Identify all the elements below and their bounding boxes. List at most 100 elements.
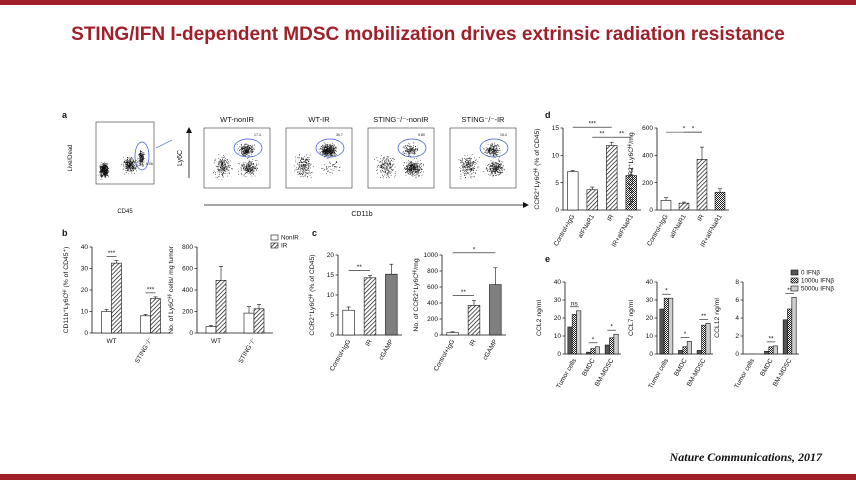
flow-event — [141, 153, 142, 154]
flow-event — [411, 165, 412, 167]
flow-event — [404, 147, 405, 149]
flow-event — [302, 168, 304, 170]
flow-event — [407, 166, 409, 168]
flow-event — [224, 168, 226, 169]
flow-event — [465, 158, 467, 160]
flow-event — [494, 169, 495, 170]
flow-event — [142, 165, 144, 167]
significance-label: *** — [108, 250, 116, 257]
flow-event — [139, 158, 141, 159]
flow-event — [127, 157, 128, 158]
flow-event — [104, 169, 106, 170]
flow-event — [414, 169, 416, 171]
flow-event — [405, 150, 407, 151]
flow-event — [254, 168, 256, 170]
flow-event — [224, 163, 226, 165]
flow-event — [245, 149, 247, 151]
flow-event — [490, 154, 492, 156]
flow-event — [470, 164, 472, 166]
flow-event — [102, 175, 104, 177]
flow-event — [308, 163, 309, 165]
flow-event — [329, 143, 331, 145]
flow-event — [324, 164, 325, 166]
flow-event — [299, 157, 300, 159]
flow-event — [308, 163, 310, 165]
flow-event — [383, 162, 385, 164]
flow-event — [221, 172, 222, 173]
flow-event — [258, 163, 260, 165]
flow-event — [406, 162, 407, 164]
flow-event — [390, 169, 392, 171]
flow-event — [491, 166, 493, 168]
flow-event — [98, 174, 100, 176]
flow-event — [496, 154, 498, 155]
flow-event — [325, 150, 327, 152]
flow-event — [240, 164, 242, 166]
flow-event — [106, 171, 107, 173]
flow-event — [244, 147, 246, 149]
significance-label: *** — [588, 121, 596, 128]
flow-event — [241, 164, 243, 166]
flow-event — [307, 169, 308, 171]
y-tick-label: 30 — [554, 297, 562, 304]
flow-event — [410, 164, 411, 166]
flow-event — [485, 150, 486, 152]
flow-event — [227, 166, 228, 168]
flow-event — [142, 160, 143, 162]
flow-event — [418, 172, 419, 173]
flow-event — [246, 163, 248, 165]
flow-event — [467, 164, 469, 165]
flow-event — [236, 144, 238, 146]
flow-event — [383, 161, 385, 163]
flow-plot-label: STING⁻/⁻-IR — [462, 115, 506, 124]
flow-event — [140, 160, 142, 162]
flow-event — [323, 153, 325, 154]
significance-label: ** — [599, 131, 605, 138]
flow-event — [127, 164, 129, 166]
flow-event — [490, 168, 491, 169]
flow-event — [103, 163, 105, 165]
flow-event — [380, 172, 382, 173]
flow-event — [299, 173, 301, 175]
flow-event — [106, 162, 107, 164]
flow-event — [332, 152, 334, 154]
flow-event — [130, 169, 132, 170]
flow-event — [467, 168, 469, 170]
flow-event — [502, 168, 503, 170]
flow-event — [227, 165, 229, 167]
flow-event — [303, 165, 305, 167]
flow-event — [143, 152, 145, 154]
flow-event — [388, 169, 389, 171]
flow-event — [243, 150, 245, 152]
y-tick-label: 0 — [330, 332, 334, 339]
flow-event — [306, 161, 307, 163]
flow-event — [101, 166, 102, 168]
flow-event — [101, 169, 102, 171]
flow-event — [253, 167, 255, 169]
flow-event — [419, 166, 420, 167]
flow-event — [333, 149, 334, 150]
flow-event — [460, 160, 461, 161]
flow-event — [223, 163, 225, 165]
flow-event — [484, 148, 485, 150]
flow-event — [503, 165, 504, 167]
flow-event — [463, 166, 465, 168]
flow-event — [224, 169, 226, 171]
flow-event — [493, 174, 495, 176]
flow-event — [130, 170, 132, 172]
flow-event — [404, 167, 406, 168]
flow-event — [500, 168, 501, 169]
flow-event — [323, 146, 325, 148]
flow-event — [106, 166, 108, 167]
flow-event — [498, 164, 500, 165]
flow-event — [415, 146, 417, 148]
flow-event — [388, 171, 390, 172]
flow-event — [322, 150, 324, 152]
flow-event — [331, 151, 333, 152]
flow-event — [385, 164, 386, 166]
flow-event — [465, 170, 467, 171]
flow-event — [413, 166, 415, 168]
flow-event — [501, 167, 502, 168]
flow-event — [228, 162, 230, 164]
